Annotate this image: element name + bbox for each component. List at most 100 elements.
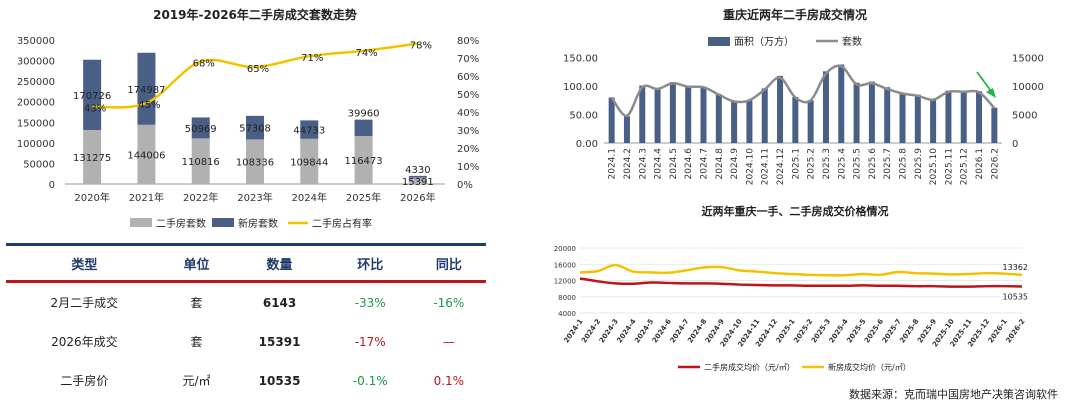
y-tick-label: 200000	[17, 98, 55, 109]
bar-area	[731, 100, 738, 143]
legend-label-new-price: 新房成交均价（元/㎡）	[828, 362, 911, 372]
x-tick-label: 2025.8	[899, 148, 909, 180]
cell-type: 二手房价	[60, 374, 109, 388]
cell-mom: -0.1%	[352, 373, 388, 388]
y2-tick-label: 60%	[457, 72, 479, 83]
y2-tick-label: 10000	[1012, 82, 1044, 93]
bar-area	[700, 86, 707, 143]
cell-unit: 元/㎡	[182, 374, 211, 388]
x-tick-label: 2025.9	[914, 148, 924, 180]
bar-area	[639, 85, 646, 143]
table-row: 二手房价 元/㎡ 10535 -0.1% 0.1%	[6, 361, 486, 400]
table-row: 2026年成交 套 15391 -17% —	[6, 322, 486, 361]
y2-tick-label: 40%	[457, 108, 479, 119]
data-label-share: 68%	[193, 59, 215, 70]
data-label-share: 43%	[84, 104, 106, 115]
cell-yoy: —	[442, 334, 455, 349]
bar-area	[669, 82, 676, 143]
x-tick-label: 2025.7	[883, 148, 893, 180]
bar-new	[191, 117, 210, 139]
legend-label-used: 二手房套数	[156, 217, 206, 230]
bar-used	[137, 124, 156, 184]
source-note: 数据来源：克而瑞中国房地产决策咨询软件	[849, 387, 1058, 401]
table-row: 2月二手成交 套 6143 -33% -16%	[6, 282, 486, 323]
bar-used	[354, 136, 373, 184]
cell-type: 2月二手成交	[50, 296, 119, 310]
y2-tick-label: 15000	[1012, 54, 1044, 65]
chart1-legend: 二手房套数 新房套数 二手房占有率	[130, 217, 372, 230]
x-tick-label: 2025.4	[837, 148, 847, 180]
cell-mom: -17%	[354, 334, 386, 349]
bar-used	[408, 177, 427, 184]
x-tick-label: 2025.1	[791, 148, 801, 180]
y-tick-label: 250000	[17, 77, 55, 88]
y2-tick-label: 80%	[457, 36, 479, 47]
x-tick-label: 2024.1	[608, 148, 618, 180]
bar-area	[930, 98, 937, 143]
bar-area	[899, 92, 906, 143]
header-type: 类型	[6, 243, 163, 283]
x-tick-label: 2024.12	[776, 148, 786, 185]
x-tick-label: 2025.2	[807, 148, 817, 180]
y-tick-label: 350000	[17, 36, 55, 47]
x-tick-label: 2024.3	[638, 148, 648, 180]
cell-yoy: 0.1%	[433, 373, 465, 388]
legend-swatch-area	[708, 37, 730, 46]
x-tick-label: 2020年	[74, 191, 109, 204]
bar-area	[761, 88, 768, 143]
legend-swatch-used	[130, 218, 152, 227]
data-label-share: 71%	[301, 53, 323, 64]
data-label-share: 78%	[410, 41, 432, 52]
y-tick-label: 100000	[17, 139, 55, 150]
cell-qty: 10535	[258, 373, 301, 388]
x-tick-label: 2026.2	[990, 148, 1000, 180]
monthly-used-transactions-chart: 重庆近两年二手房成交情况 面积（万方） 套数 0.00 50.00 100.00 15…	[563, 7, 1044, 185]
legend-label-used-price: 二手房成交均价（元/㎡）	[704, 362, 795, 372]
chart3-title: 近两年重庆一手、二手房成交价格情况	[702, 204, 889, 218]
bar-area	[960, 90, 967, 143]
x-tick-label: 2025年	[346, 191, 381, 204]
y-tick-label: 16000	[554, 261, 576, 269]
count-line	[610, 64, 996, 117]
x-tick-label: 2025.5	[853, 148, 863, 180]
data-label-used: 15391	[402, 177, 434, 188]
y-tick-label: 300000	[17, 57, 55, 68]
chart2-legend: 面积（万方） 套数	[708, 35, 862, 48]
data-label-share: 65%	[247, 64, 269, 75]
bar-new	[408, 175, 427, 178]
data-label-share: 45%	[138, 100, 160, 111]
y-tick-label: 100.00	[563, 82, 598, 93]
data-label-used: 131275	[73, 153, 111, 164]
y-tick-label: 4000	[558, 310, 576, 318]
y-tick-label: 50.00	[569, 111, 598, 122]
data-label-used: 110816	[182, 157, 220, 168]
x-tick-label: 2024.10	[745, 148, 755, 185]
y-tick-label: 20000	[554, 245, 576, 253]
x-tick-label: 2024.11	[761, 148, 771, 185]
x-tick-label: 2024.8	[715, 148, 725, 180]
y-tick-label: 150.00	[563, 54, 598, 65]
bar-area	[853, 82, 860, 143]
y2-tick-label: 30%	[457, 126, 479, 137]
cell-unit: 套	[190, 335, 203, 349]
x-tick-label: 2025.3	[822, 148, 832, 180]
y2-tick-label: 0%	[457, 180, 473, 191]
y-tick-label: 50000	[23, 159, 55, 170]
legend-label-new: 新房套数	[238, 217, 278, 230]
bar-area	[654, 87, 661, 143]
bar-area	[777, 75, 784, 143]
x-tick-label: 2025.6	[868, 148, 878, 180]
data-label-new: 39960	[348, 109, 380, 120]
x-tick-label: 2024.4	[654, 148, 664, 180]
x-tick-label: 2025.12	[960, 148, 970, 185]
bar-area	[746, 100, 753, 143]
y2-tick-label: 5000	[1012, 111, 1037, 122]
x-tick-label: 2025.11	[944, 148, 954, 185]
data-label-used: 109844	[290, 157, 328, 168]
x-tick-label: 2024年	[292, 191, 327, 204]
y2-tick-label: 10%	[457, 162, 479, 173]
bar-area	[868, 81, 875, 143]
y2-tick-label: 20%	[457, 144, 479, 155]
bar-used	[300, 138, 319, 184]
x-tick-label: 2024.5	[669, 148, 679, 180]
